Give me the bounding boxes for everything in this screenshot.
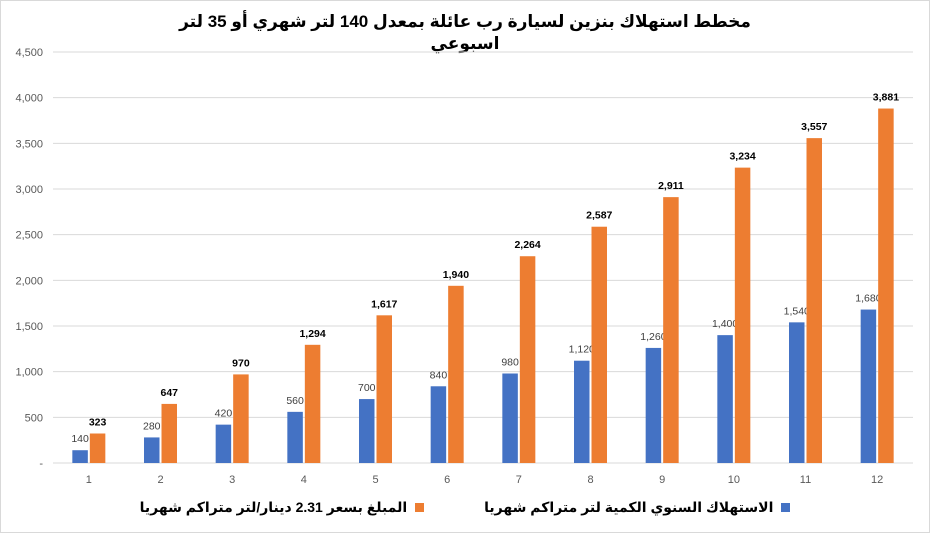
chart-legend: المبلغ بسعر 2.31 دينار/لتر متراكم شهريا … [1,499,929,516]
bar-amount [734,167,751,464]
data-label-amount: 323 [89,416,107,428]
bar-consumption [502,373,518,463]
bar-amount [161,403,177,463]
data-label-consumption: 560 [286,395,304,407]
y-tick-label: 2,500 [15,230,43,242]
y-tick-label: - [39,458,43,470]
x-tick-label: 4 [301,474,307,486]
data-label-consumption: 980 [501,356,519,368]
x-tick-label: 5 [372,474,378,486]
y-tick-label: 2,000 [15,275,43,287]
data-label-amount: 3,557 [801,121,827,133]
data-label-consumption: 1,260 [640,331,666,343]
bar-amount [878,108,894,463]
data-label-amount: 2,264 [514,239,540,251]
data-label-amount: 2,587 [586,210,612,222]
bar-consumption [72,450,88,463]
bar-consumption [144,437,160,463]
bar-consumption [717,335,733,463]
data-label-consumption: 1,400 [712,318,738,330]
bar-amount [591,226,607,463]
bar-consumption [287,411,303,463]
bar-amount [233,374,249,463]
bar-amount [304,344,321,463]
data-label-consumption: 1,120 [569,344,595,356]
data-label-consumption: 420 [215,408,233,420]
y-tick-label: 3,500 [15,138,43,150]
x-tick-label: 9 [659,474,665,486]
bar-consumption [430,386,447,463]
x-tick-label: 1 [86,474,92,486]
x-tick-label: 2 [157,474,163,486]
x-tick-label: 6 [444,474,450,486]
legend-swatch-consumption [781,503,791,512]
x-tick-label: 8 [587,474,593,486]
bar-consumption [574,360,590,463]
bar-amount [376,315,392,463]
y-tick-label: 500 [25,412,43,424]
data-label-amount: 3,881 [873,92,899,104]
data-label-consumption: 280 [143,420,161,432]
data-label-amount: 1,617 [371,298,397,310]
legend-swatch-amount [415,503,425,512]
data-label-consumption: 1,680 [855,293,881,305]
data-label-amount: 1,294 [299,328,325,340]
bar-amount [519,256,536,463]
data-label-amount: 970 [232,357,250,369]
data-label-amount: 2,911 [658,180,684,192]
y-tick-label: 4,500 [15,47,43,59]
bar-amount [663,197,679,463]
bar-consumption [645,347,662,463]
data-label-consumption: 140 [71,433,89,445]
data-label-consumption: 840 [430,369,448,381]
bar-amount [448,285,464,463]
y-tick-label: 1,500 [15,321,43,333]
data-label-amount: 3,234 [729,151,755,163]
x-tick-label: 3 [229,474,235,486]
y-tick-label: 1,000 [15,367,43,379]
bar-consumption [860,309,877,463]
y-tick-label: 4,000 [15,93,43,105]
data-label-amount: 647 [160,387,178,399]
x-tick-label: 12 [871,474,883,486]
y-tick-label: 3,000 [15,184,43,196]
data-label-consumption: 1,540 [784,305,810,317]
bar-amount [89,433,106,463]
x-tick-label: 7 [516,474,522,486]
data-label-consumption: 700 [358,382,376,394]
bar-consumption [359,399,375,463]
legend-item-amount: المبلغ بسعر 2.31 دينار/لتر متراكم شهريا [140,499,425,516]
x-tick-label: 10 [728,474,740,486]
bar-amount [806,138,822,464]
bar-consumption [215,424,232,463]
x-tick-label: 11 [800,474,811,486]
legend-label-amount: المبلغ بسعر 2.31 دينار/لتر متراكم شهريا [139,499,408,515]
data-label-amount: 1,940 [443,269,469,281]
bar-consumption [789,322,805,463]
legend-label-consumption: الاستهلاك السنوي الكمية لتر متراكم شهريا [484,499,774,515]
legend-item-consumption: الاستهلاك السنوي الكمية لتر متراكم شهريا [484,499,791,516]
chart-title: مخطط استهلاك بنزين لسيارة رب عائلة بمعدل… [179,12,751,53]
